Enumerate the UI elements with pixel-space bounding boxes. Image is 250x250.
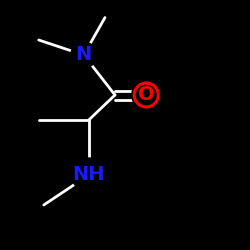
- Circle shape: [71, 42, 97, 68]
- Text: N: N: [76, 46, 92, 64]
- Text: O: O: [138, 86, 154, 104]
- Text: NH: NH: [72, 166, 105, 184]
- Circle shape: [132, 80, 161, 110]
- Circle shape: [72, 158, 106, 192]
